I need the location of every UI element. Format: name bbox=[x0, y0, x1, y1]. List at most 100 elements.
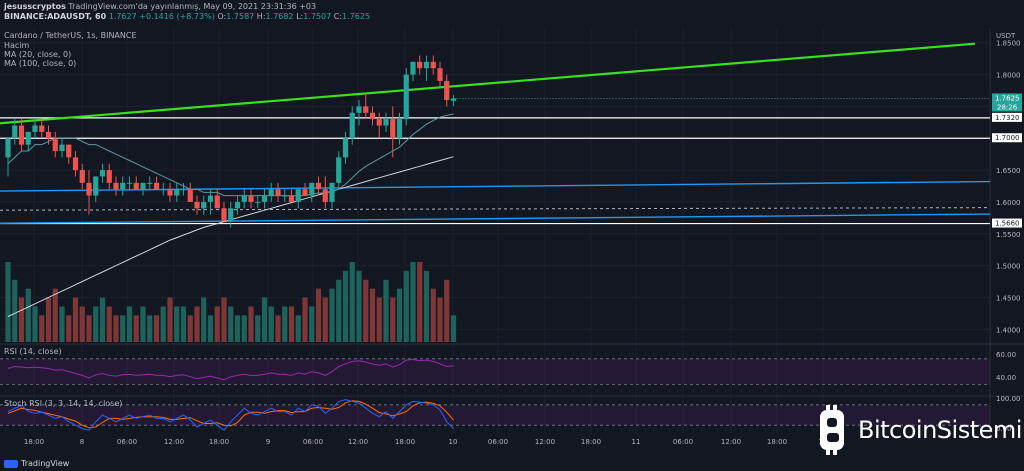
level-tag-3: 1.5660 bbox=[995, 220, 1020, 228]
time-tick-label: 12:00 bbox=[721, 438, 741, 446]
candle-body bbox=[93, 176, 99, 196]
candle-body bbox=[106, 170, 112, 183]
time-tick-label: 18:00 bbox=[209, 438, 229, 446]
volume-bar bbox=[72, 297, 79, 342]
candle-body bbox=[349, 112, 355, 139]
volume-bar bbox=[106, 306, 112, 342]
time-tick-label: 06:00 bbox=[117, 438, 137, 446]
candle-body bbox=[423, 61, 430, 69]
time-tick-label: 06:00 bbox=[488, 438, 508, 446]
volume-bar bbox=[167, 297, 173, 342]
candle-body bbox=[302, 189, 308, 196]
volume-bar bbox=[248, 306, 254, 342]
candle-body bbox=[99, 170, 106, 177]
volume-bar bbox=[450, 315, 457, 342]
price-tick-label: 1.5500 bbox=[996, 231, 1021, 239]
candle-body bbox=[450, 98, 457, 101]
stoch-rsi-pane bbox=[0, 399, 990, 431]
volume-bar bbox=[234, 315, 241, 342]
level-tag-2-bg bbox=[992, 133, 1022, 143]
level-tag-2: 1.7000 bbox=[995, 134, 1020, 142]
rsi-tick-label: 60.00 bbox=[996, 351, 1016, 359]
tradingview-logo[interactable]: TradingView bbox=[4, 459, 69, 468]
volume-bar bbox=[126, 306, 133, 342]
ma20-line bbox=[7, 113, 454, 197]
stoch-k-line bbox=[7, 399, 454, 431]
ma100-legend[interactable]: MA (100, close, 0) bbox=[4, 59, 77, 68]
volume-bar bbox=[79, 306, 85, 342]
price-change: +0.1416 (+8.73%) bbox=[139, 12, 215, 21]
level-tag-3-bg bbox=[992, 218, 1022, 228]
candle-body bbox=[430, 61, 436, 69]
candle-body bbox=[275, 189, 281, 196]
time-tick-label: 18:00 bbox=[581, 438, 601, 446]
volume-bar bbox=[113, 315, 119, 342]
stoch-legend[interactable]: Stoch RSI (3, 3, 14, 14, close) bbox=[4, 399, 123, 408]
candle-body bbox=[113, 182, 119, 190]
volume-bar bbox=[423, 270, 430, 342]
open-label: O: bbox=[217, 12, 227, 21]
volume-bar bbox=[410, 262, 416, 342]
rsi-band bbox=[0, 358, 990, 385]
author-name[interactable]: jesusscryptos bbox=[4, 2, 66, 11]
candle-body bbox=[180, 189, 187, 191]
candle-body bbox=[147, 182, 153, 184]
price-tick-label: 1.5000 bbox=[996, 263, 1021, 271]
publish-line: jesusscryptos TradingView.com'da yayınla… bbox=[4, 2, 316, 11]
volume-bar bbox=[255, 315, 261, 342]
volume-bar bbox=[194, 306, 200, 342]
rsi-legend[interactable]: RSI (14, close) bbox=[4, 347, 62, 356]
volume-bar bbox=[214, 306, 220, 342]
volume-bar bbox=[288, 306, 295, 342]
price-tick-label: 1.4500 bbox=[996, 294, 1021, 302]
candle-body bbox=[120, 182, 126, 190]
publish-info: TradingView.com'da yayınlanmış, May 09, … bbox=[68, 2, 317, 11]
candle-body bbox=[25, 131, 31, 145]
symbol-label[interactable]: BINANCE:ADAUSDT, 60 bbox=[4, 12, 107, 21]
time-tick-label: 12:00 bbox=[348, 438, 368, 446]
candle-body bbox=[228, 208, 234, 222]
time-tick-label: 18:00 bbox=[767, 438, 787, 446]
candle-body bbox=[295, 189, 301, 202]
candle-body bbox=[255, 201, 261, 203]
candle-body bbox=[444, 80, 450, 101]
volume-bar bbox=[187, 315, 193, 342]
ma20-legend[interactable]: MA (20, close, 0) bbox=[4, 50, 72, 59]
candle-body bbox=[140, 182, 146, 190]
volume-legend[interactable]: Hacim bbox=[4, 41, 30, 50]
volume-bar bbox=[376, 297, 382, 342]
candle-body bbox=[437, 68, 443, 81]
time-tick-label: 11 bbox=[632, 438, 641, 446]
candle-body bbox=[342, 138, 349, 158]
high-value: 1.7682 bbox=[265, 12, 294, 21]
trend-lines bbox=[0, 42, 991, 224]
candle-body bbox=[315, 182, 322, 190]
volume-bar bbox=[356, 270, 362, 342]
rsi-line bbox=[7, 358, 454, 381]
candle-body bbox=[309, 182, 315, 196]
time-tick-label: 9 bbox=[266, 438, 270, 446]
low-label: L: bbox=[296, 12, 304, 21]
time-tick-label: 8 bbox=[80, 438, 84, 446]
volume-bar bbox=[160, 306, 166, 342]
candle-body bbox=[18, 125, 25, 145]
volume-bar bbox=[201, 297, 207, 342]
close-value: 1.7625 bbox=[342, 12, 371, 21]
volume-bar bbox=[133, 315, 139, 342]
volume-bar bbox=[349, 262, 355, 342]
time-tick-label: 10 bbox=[449, 438, 458, 446]
candle-body bbox=[72, 157, 79, 171]
volume-bar bbox=[309, 306, 315, 342]
volume-bar bbox=[18, 297, 25, 342]
last-price: 1.7627 bbox=[108, 12, 137, 21]
volume-bar bbox=[52, 288, 58, 342]
candle-body bbox=[194, 201, 200, 209]
volume-bar bbox=[417, 262, 423, 342]
volume-bar bbox=[430, 288, 436, 342]
level-tag-1-bg bbox=[992, 112, 1022, 122]
level-tag-1: 1.7320 bbox=[995, 114, 1020, 122]
candle-body bbox=[66, 144, 72, 158]
horizontal-levels bbox=[0, 98, 991, 225]
high-label: H: bbox=[256, 12, 266, 21]
